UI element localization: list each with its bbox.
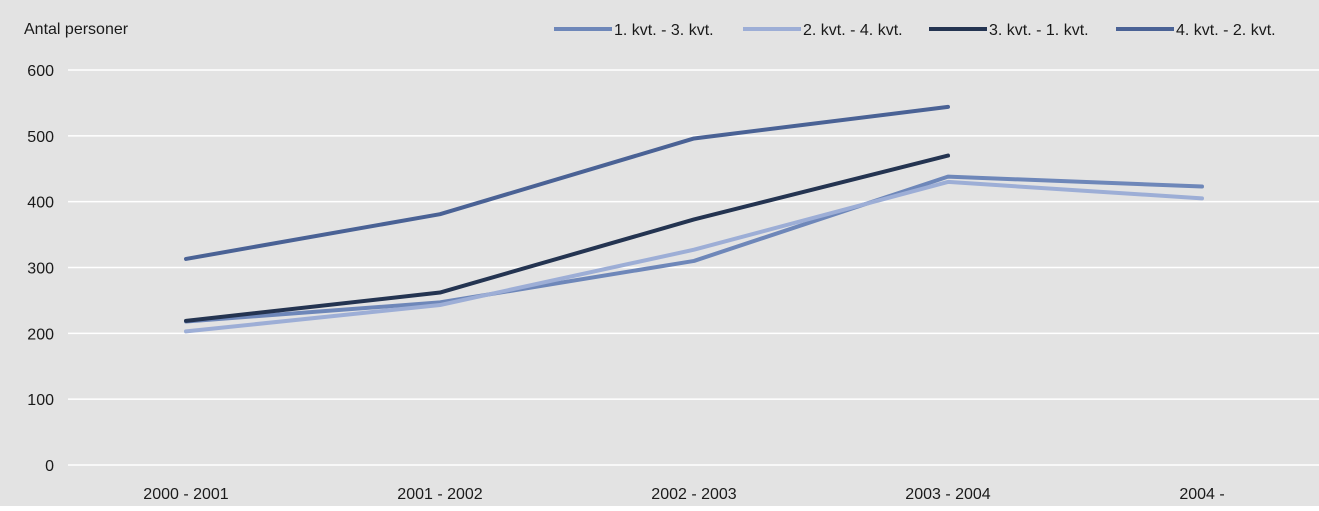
y-axis-label: Antal personer	[24, 21, 129, 38]
y-tick-label-200: 200	[27, 326, 54, 343]
x-tick-label-2: 2001 - 2002	[397, 486, 483, 503]
y-tick-label-100: 100	[27, 392, 54, 409]
y-tick-label-300: 300	[27, 261, 54, 278]
series-line-4	[184, 104, 950, 261]
series-lines	[184, 104, 1204, 334]
legend-label-2: 2. kvt. - 4. kvt.	[803, 22, 903, 39]
x-tick-label-5: 2004 -	[1179, 486, 1224, 503]
grid-lines	[68, 69, 1319, 466]
x-tick-label-4: 2003 - 2004	[905, 486, 991, 503]
x-tick-label-3: 2002 - 2003	[651, 486, 737, 503]
legend-label-4: 4. kvt. - 2. kvt.	[1176, 22, 1276, 39]
x-tick-label-1: 2000 - 2001	[143, 486, 229, 503]
legend-label-3: 3. kvt. - 1. kvt.	[989, 22, 1089, 39]
series-line-3	[184, 153, 950, 323]
y-tick-label-400: 400	[27, 195, 54, 212]
series-line-2	[184, 179, 1204, 334]
y-tick-label-600: 600	[27, 63, 54, 80]
y-tick-label-0: 0	[45, 458, 54, 475]
series-line-1	[184, 174, 1204, 324]
legend: 1. kvt. - 3. kvt. 2. kvt. - 4. kvt. 3. kvt…	[554, 22, 1276, 39]
legend-label-1: 1. kvt. - 3. kvt.	[614, 22, 714, 39]
y-tick-labels: 0 100 200 300 400 500 600	[27, 63, 54, 475]
x-tick-labels: 2000 - 2001 2001 - 2002 2002 - 2003 2003 - …	[143, 486, 1224, 503]
y-tick-label-500: 500	[27, 129, 54, 146]
